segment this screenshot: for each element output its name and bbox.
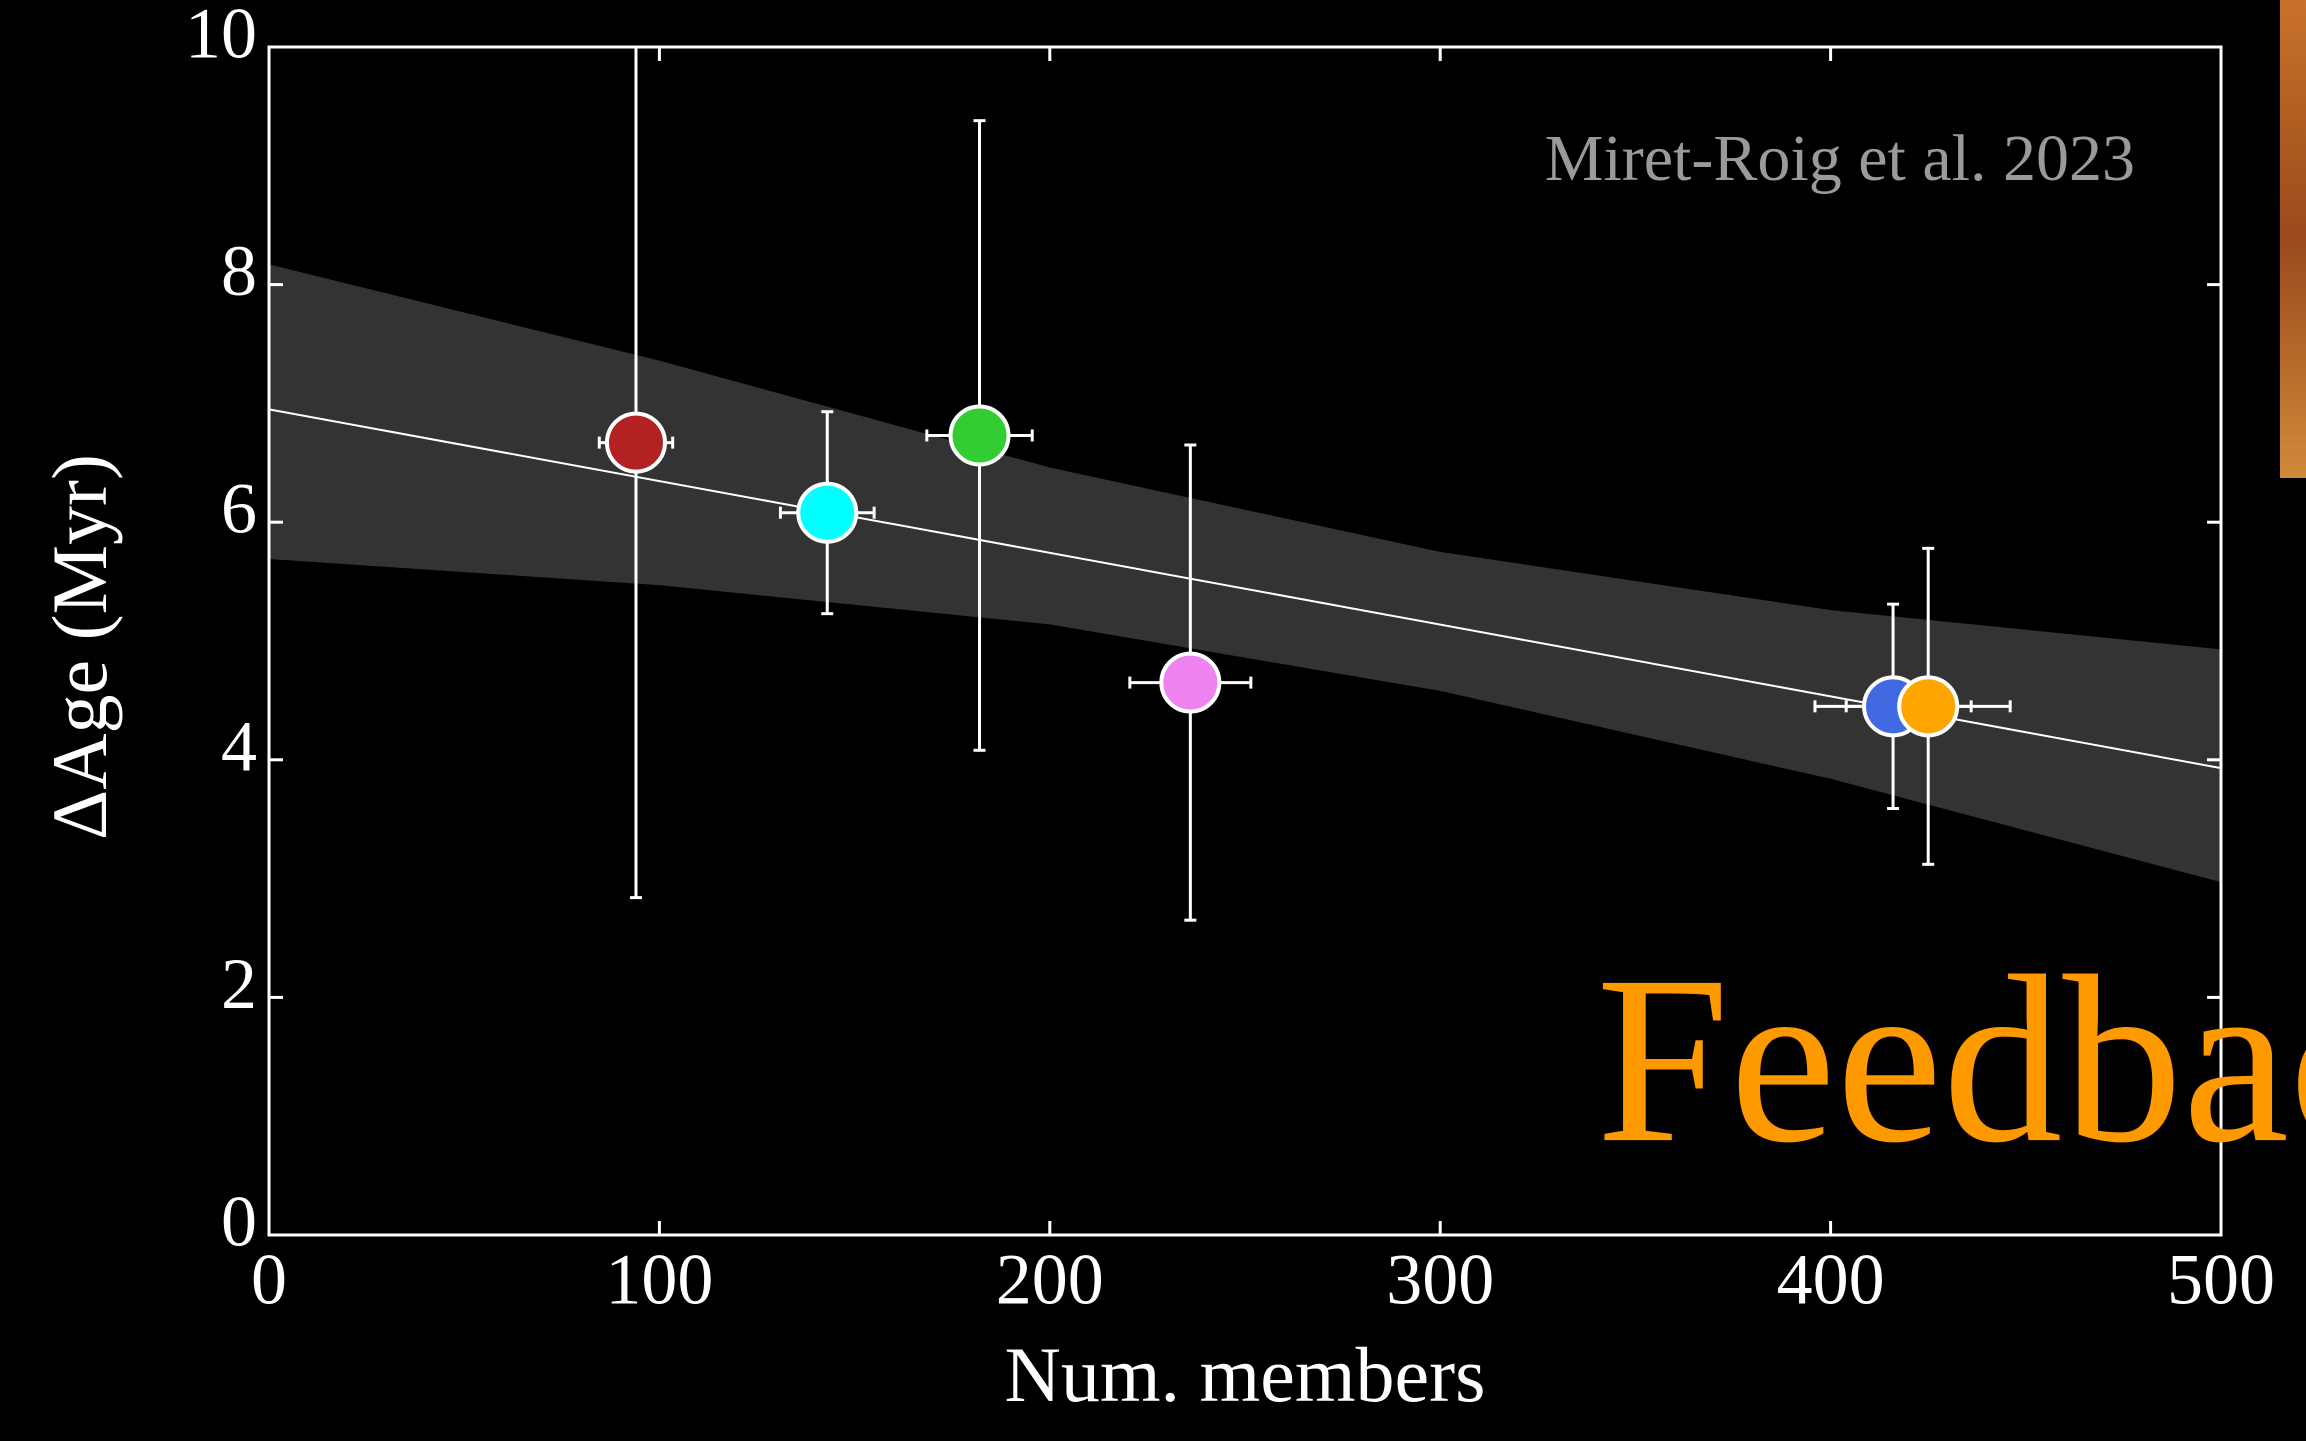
annotation: Miret-Roig et al. 2023 <box>1545 122 2135 195</box>
y-tick-label: 4 <box>221 706 257 786</box>
y-tick-label: 0 <box>221 1182 257 1262</box>
data-point <box>798 484 856 542</box>
y-tick-label: 8 <box>221 231 257 311</box>
slide: Miret-Roig et al. 2023 Num. members ΔAge… <box>0 0 2306 1441</box>
x-tick-label: 300 <box>1386 1240 1494 1320</box>
data-point <box>607 414 665 472</box>
x-tick-label: 500 <box>2167 1240 2275 1320</box>
data-point <box>1161 654 1219 712</box>
photo-thumbnail <box>2280 0 2306 478</box>
x-tick-label: 400 <box>1777 1240 1885 1320</box>
x-tick-label: 200 <box>996 1240 1104 1320</box>
x-tick-label: 100 <box>605 1240 713 1320</box>
x-axis-label: Num. members <box>1005 1331 1486 1418</box>
y-tick-label: 10 <box>185 0 257 74</box>
data-point <box>951 406 1009 464</box>
data-point <box>1899 677 1957 735</box>
y-tick-label: 2 <box>221 944 257 1024</box>
feedback-title: Feedback <box>1596 926 2306 1192</box>
y-tick-label: 6 <box>221 469 257 549</box>
y-axis-label: ΔAge (Myr) <box>36 454 123 840</box>
